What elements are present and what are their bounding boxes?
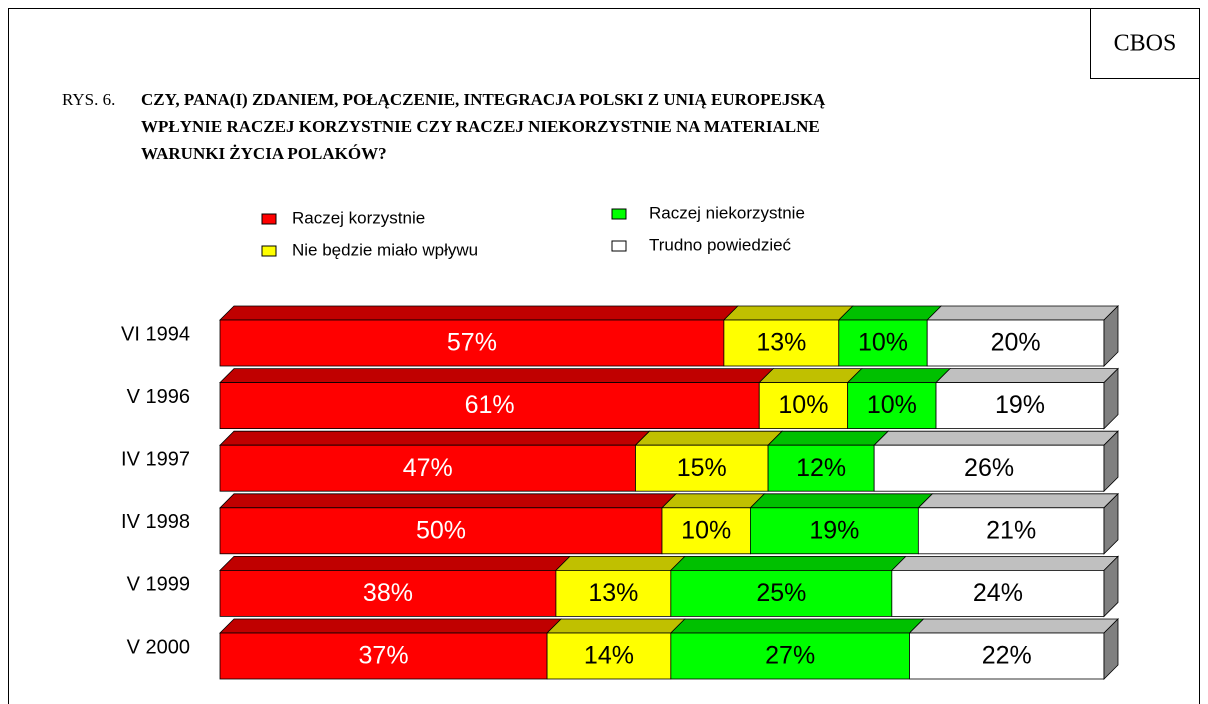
bar-side: [1103, 555, 1119, 618]
bar-top: [669, 618, 925, 634]
bar: [847, 382, 937, 430]
category-label: VI 1994: [121, 323, 190, 345]
bar-top: [767, 430, 890, 446]
bar-top: [219, 556, 571, 571]
category-label: V 1999: [127, 574, 190, 596]
bar-top: [758, 368, 863, 384]
bar: [873, 444, 1105, 492]
bar-top: [219, 368, 775, 384]
source: CBOS: [1114, 31, 1177, 57]
bar-top: [219, 305, 739, 321]
bar-top: [634, 430, 784, 446]
value-label: 47%: [403, 454, 453, 482]
bar-top: [219, 618, 563, 634]
value-label: 24%: [973, 579, 1023, 607]
bar: [219, 507, 663, 555]
bar: [635, 444, 769, 492]
bar: [546, 632, 672, 680]
legend-label: Raczej niekorzystnie: [649, 203, 805, 222]
category-label: IV 1997: [121, 448, 190, 470]
title: CZY, PANA(I) ZDANIEM, POŁĄCZENIE, INTEGR…: [141, 90, 826, 109]
bar: [891, 570, 1105, 617]
source-box: [1090, 8, 1200, 79]
value-label: 25%: [756, 579, 806, 607]
bar-side: [1103, 618, 1119, 680]
bar-side: [1103, 492, 1119, 555]
value-label: 20%: [991, 329, 1041, 357]
bar-top: [908, 618, 1119, 634]
bar: [219, 632, 548, 680]
bar-top: [219, 430, 651, 446]
value-label: 57%: [447, 329, 497, 357]
value-label: 50%: [416, 516, 466, 544]
bar: [219, 319, 725, 367]
bar: [935, 382, 1105, 430]
legend-swatch: [611, 208, 627, 220]
bar: [767, 444, 875, 492]
bar-top: [837, 305, 943, 321]
bar-side: [1103, 305, 1119, 367]
value-label: 26%: [964, 454, 1014, 482]
title: WARUNKI ŻYCIA POLAKÓW?: [141, 144, 387, 163]
bar-top: [219, 493, 677, 509]
bar: [750, 507, 919, 555]
bar: [555, 570, 672, 617]
legend-label: Trudno powiedzieć: [649, 235, 792, 254]
category-label: V 2000: [127, 636, 190, 658]
title: WPŁYNIE RACZEJ KORZYSTNIE CZY RACZEJ NIE…: [141, 117, 820, 136]
bar-top: [917, 493, 1119, 509]
bar-top: [935, 368, 1119, 384]
value-label: 15%: [677, 454, 727, 482]
value-label: 27%: [765, 642, 815, 670]
value-label: 12%: [796, 454, 846, 482]
bar: [917, 507, 1105, 555]
value-label: 61%: [465, 391, 515, 419]
value-label: 37%: [359, 642, 409, 670]
legend-label: Nie będzie miało wpływu: [292, 240, 478, 259]
value-label: 10%: [681, 516, 731, 544]
bar-top: [846, 368, 952, 384]
bar-top: [554, 556, 686, 571]
value-label: 13%: [588, 579, 638, 607]
bar-top: [890, 556, 1119, 571]
bar: [670, 570, 893, 617]
value-label: 19%: [995, 391, 1045, 419]
value-label: 14%: [584, 642, 634, 670]
frame: [8, 8, 1200, 704]
bar: [219, 570, 557, 617]
value-label: 10%: [858, 329, 908, 357]
bar: [723, 319, 840, 367]
legend-swatch: [261, 245, 277, 257]
legend-swatch: [611, 240, 627, 252]
value-label: 13%: [756, 329, 806, 357]
bar-side: [1103, 430, 1119, 493]
bar-top: [749, 493, 934, 509]
bar: [661, 507, 751, 555]
bar-top: [873, 430, 1119, 446]
legend-label: Raczej korzystnie: [292, 208, 425, 227]
value-label: 22%: [982, 642, 1032, 670]
bar-top: [669, 556, 907, 571]
bar-side: [1103, 367, 1119, 430]
bar: [670, 632, 910, 680]
figure-label: RYS. 6.: [62, 90, 115, 109]
bar-top: [722, 305, 854, 321]
bar-top: [661, 493, 766, 509]
bar-top: [546, 618, 686, 634]
value-label: 10%: [867, 391, 917, 419]
value-label: 21%: [986, 516, 1036, 544]
value-label: 10%: [778, 391, 828, 419]
value-label: 38%: [363, 579, 413, 607]
legend-swatch: [261, 213, 277, 225]
bar: [219, 444, 636, 492]
category-label: V 1996: [127, 386, 190, 408]
category-label: IV 1998: [121, 511, 190, 533]
bar: [758, 382, 849, 430]
value-label: 19%: [809, 516, 859, 544]
bar: [909, 632, 1105, 680]
bar-top: [926, 305, 1119, 321]
